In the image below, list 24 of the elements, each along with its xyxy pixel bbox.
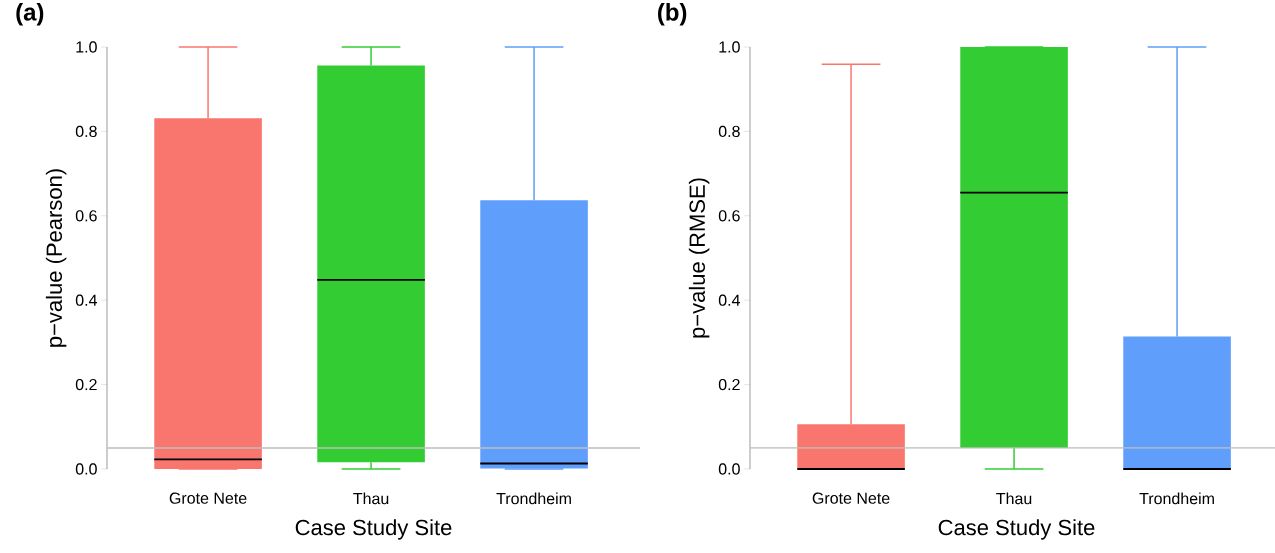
y-tick-label: 1.0 xyxy=(76,41,97,53)
x-tick-label: Grote Nete xyxy=(169,492,247,504)
chart-title: (a) xyxy=(16,3,44,26)
y-tick-label: 0.0 xyxy=(75,463,97,475)
x-tick-label: Grote Nete xyxy=(812,492,890,504)
y-tick-label: 0.2 xyxy=(75,378,97,391)
y-tick-label: 0.4 xyxy=(75,294,97,306)
x-tick-label: Thau xyxy=(996,492,1032,505)
y-tick-label: 0.6 xyxy=(718,210,740,222)
y-tick-label: 0.0 xyxy=(718,463,740,475)
y-tick-label: 0.4 xyxy=(718,294,740,306)
y-axis-title: p−value (RMSE) xyxy=(688,178,710,338)
y-tick-label: 0.8 xyxy=(718,125,740,138)
x-tick-label: Thau xyxy=(353,492,389,505)
chart-title: (b) xyxy=(658,3,687,26)
x-tick-label: Trondheim xyxy=(1139,492,1214,505)
y-tick-label: 0.2 xyxy=(718,378,740,391)
x-axis-title: Case Study Site xyxy=(295,519,452,540)
y-axis-title: p−value (Pearson) xyxy=(45,169,67,347)
y-tick-label: 1.0 xyxy=(719,41,740,53)
x-axis-title: Case Study Site xyxy=(938,519,1095,540)
y-tick-label: 0.6 xyxy=(75,210,97,222)
y-tick-label: 0.8 xyxy=(75,125,97,138)
x-tick-label: Trondheim xyxy=(496,492,571,505)
